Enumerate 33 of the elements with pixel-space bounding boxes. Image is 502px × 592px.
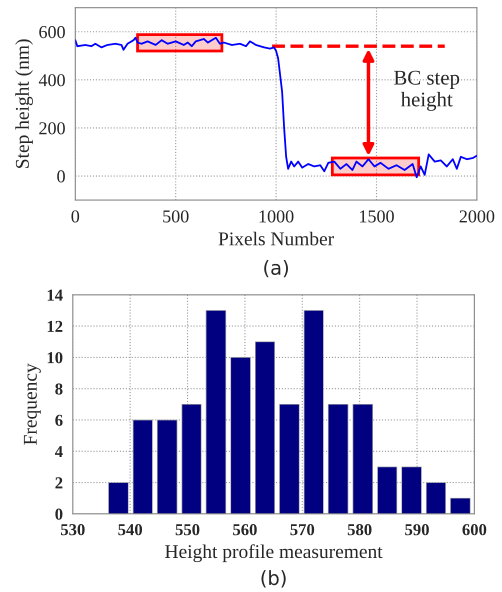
x-axis-title: Height profile measurement — [165, 544, 383, 562]
x-tick-label: 590 — [405, 524, 429, 536]
y-tick-label: 4 — [54, 446, 63, 458]
y-tick-label: 200 — [39, 122, 65, 134]
x-tick-label: 530 — [60, 524, 85, 536]
y-tick-label: 0 — [57, 170, 65, 182]
text: (a) — [264, 260, 288, 278]
y-axis-title: Step height (nm) — [15, 39, 33, 168]
x-tick-label: 0 — [71, 210, 80, 223]
line-series — [75, 36, 477, 178]
y-tick-label: 0 — [55, 508, 62, 520]
x-tick-label: 1000 — [260, 210, 294, 223]
x-tick-label: 500 — [163, 210, 189, 223]
y-tick-label: 12 — [48, 320, 62, 332]
annotation: BC step height — [394, 70, 460, 111]
y-tick-label: 600 — [39, 26, 65, 38]
x-axis-title: Pixels Number — [218, 232, 334, 246]
y-tick-label: 14 — [48, 290, 63, 301]
y-tick-label: 10 — [48, 352, 62, 364]
y-tick-label: 2 — [55, 477, 62, 488]
y-tick-label: 8 — [55, 383, 63, 395]
x-tick-label: 540 — [118, 524, 142, 536]
x-tick-label: 560 — [233, 524, 257, 536]
x-tick-label: 580 — [348, 524, 372, 536]
y-axis-title: Frequency — [24, 363, 41, 445]
y-tick-label: 400 — [38, 74, 65, 86]
x-tick-label: 2000 — [460, 210, 494, 223]
x-tick-label: 1500 — [360, 210, 394, 223]
x-tick-label: 600 — [462, 524, 486, 536]
x-tick-label: 550 — [176, 524, 200, 536]
text: (b) — [262, 570, 286, 588]
x-tick-label: 570 — [290, 524, 314, 536]
y-tick-label: 6 — [55, 414, 63, 426]
